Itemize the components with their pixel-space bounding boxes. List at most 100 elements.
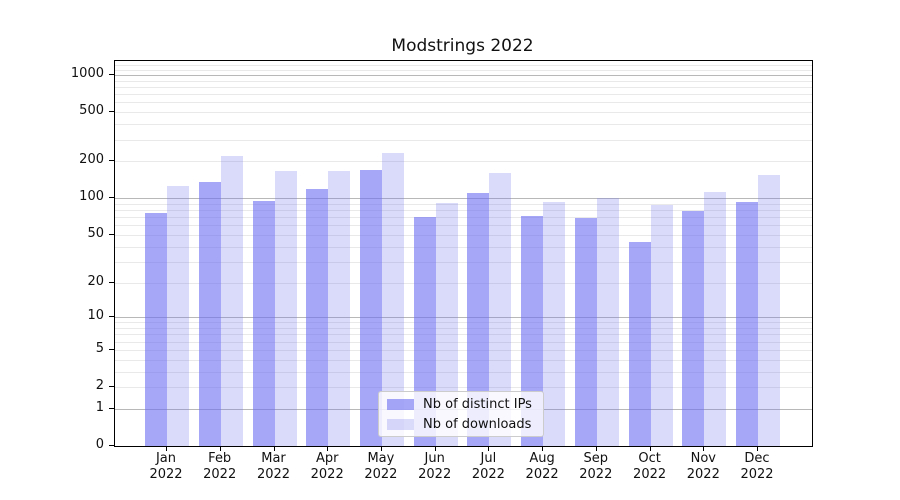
y-tick — [109, 386, 115, 387]
x-tick-label: Jul 2022 — [456, 451, 520, 483]
chart-title: Modstrings 2022 — [391, 36, 534, 56]
y-tick-label: 100 — [79, 189, 104, 205]
x-tick — [166, 446, 167, 451]
bar-nb-of-distinct-ips-mar — [252, 200, 275, 446]
y-tick — [109, 316, 115, 318]
y-gridline-minor — [115, 387, 812, 388]
legend-item: Nb of distinct IPs — [387, 395, 535, 413]
x-tick — [595, 446, 597, 451]
x-tick-year: 2022 — [633, 467, 667, 482]
x-tick-year: 2022 — [418, 467, 452, 482]
bar-nb-of-distinct-ips-jul — [467, 193, 490, 446]
y-gridline-minor — [115, 217, 812, 218]
y-tick — [109, 73, 115, 75]
y-tick — [109, 197, 115, 199]
y-gridline-minor — [115, 65, 812, 67]
x-tick-year: 2022 — [149, 467, 183, 482]
y-tick-label: 5 — [95, 340, 104, 356]
y-gridline-minor — [115, 80, 812, 82]
x-tick-label: Feb 2022 — [188, 451, 252, 483]
x-tick-label: Apr 2022 — [295, 451, 359, 483]
x-tick-year: 2022 — [364, 467, 398, 482]
y-gridline-minor — [115, 246, 812, 248]
y-gridline-minor — [115, 124, 812, 126]
plot-area: Nb of distinct IPs Nb of downloads — [114, 60, 813, 447]
bar-nb-of-downloads-oct — [650, 204, 673, 446]
x-tick — [542, 446, 544, 451]
x-tick-year: 2022 — [310, 467, 344, 482]
y-tick — [109, 111, 115, 113]
y-gridline-minor — [115, 359, 812, 361]
y-gridline-minor — [115, 161, 812, 163]
y-tick — [109, 281, 115, 283]
y-gridline-minor — [115, 341, 812, 343]
x-tick-year: 2022 — [740, 467, 774, 482]
y-gridline-minor — [115, 282, 812, 284]
bar-nb-of-downloads-jan — [167, 186, 189, 446]
x-tick-year: 2022 — [256, 467, 291, 482]
x-tick-label: Nov 2022 — [671, 451, 735, 483]
y-tick — [109, 407, 115, 409]
y-gridline-major — [115, 317, 812, 319]
bar-nb-of-distinct-ips-jan — [145, 213, 167, 446]
bar-nb-of-distinct-ips-sep — [574, 217, 597, 446]
x-tick — [649, 446, 651, 451]
bar-nb-of-downloads-mar — [274, 171, 297, 446]
y-tick — [109, 445, 115, 446]
bar-nb-of-downloads-sep — [596, 197, 619, 446]
y-gridline-major — [115, 74, 812, 76]
x-tick-year: 2022 — [203, 467, 237, 482]
y-gridline-minor — [115, 328, 812, 329]
legend-label: Nb of distinct IPs — [423, 396, 532, 412]
x-tick — [273, 446, 275, 451]
y-gridline-minor — [115, 94, 812, 95]
legend-swatch — [387, 418, 414, 430]
y-gridline-minor — [115, 225, 812, 227]
y-tick-label: 1000 — [70, 65, 104, 81]
y-gridline-minor — [115, 112, 812, 114]
bar-nb-of-downloads-jul — [489, 173, 512, 446]
y-tick-label: 500 — [79, 103, 104, 119]
x-tick-label: Sep 2022 — [564, 451, 628, 483]
x-tick-label: Mar 2022 — [242, 451, 306, 483]
bar-nb-of-downloads-aug — [543, 202, 566, 446]
x-tick — [703, 446, 705, 451]
x-tick-label: May 2022 — [349, 451, 413, 483]
y-tick — [109, 233, 115, 235]
x-tick — [488, 446, 490, 451]
y-gridline-minor — [115, 139, 812, 141]
x-tick — [327, 446, 329, 451]
y-gridline-minor — [115, 261, 812, 263]
y-gridline-minor — [115, 86, 812, 88]
y-gridline-minor — [115, 203, 812, 205]
y-tick-label: 200 — [79, 152, 104, 168]
y-tick — [109, 160, 115, 162]
x-tick-year: 2022 — [686, 467, 720, 482]
x-tick — [219, 446, 221, 451]
x-tick-year: 2022 — [579, 467, 613, 482]
x-tick — [380, 446, 382, 451]
y-gridline-minor — [115, 349, 812, 351]
bar-nb-of-distinct-ips-apr — [306, 188, 329, 446]
bar-nb-of-distinct-ips-dec — [736, 202, 758, 446]
y-gridline-minor — [115, 234, 812, 236]
y-gridline-minor — [115, 69, 812, 71]
x-tick — [434, 446, 436, 451]
bar-nb-of-downloads-dec — [758, 175, 780, 446]
bar-nb-of-downloads-feb — [220, 156, 243, 446]
bar-nb-of-downloads-nov — [704, 191, 727, 446]
y-tick — [109, 348, 115, 350]
legend: Nb of distinct IPs Nb of downloads — [378, 391, 544, 437]
x-tick-year: 2022 — [525, 467, 559, 482]
x-tick-label: Jan 2022 — [134, 451, 198, 483]
y-gridline-minor — [115, 334, 812, 336]
bar-nb-of-distinct-ips-oct — [628, 241, 651, 446]
bar-nb-of-downloads-may — [381, 153, 404, 446]
legend-swatch — [387, 398, 414, 410]
x-tick-year: 2022 — [471, 467, 505, 482]
bar-nb-of-distinct-ips-may — [359, 170, 382, 446]
x-tick-label: Oct 2022 — [618, 451, 682, 483]
x-tick-label: Aug 2022 — [510, 451, 574, 483]
y-tick-label: 1 — [95, 399, 104, 415]
